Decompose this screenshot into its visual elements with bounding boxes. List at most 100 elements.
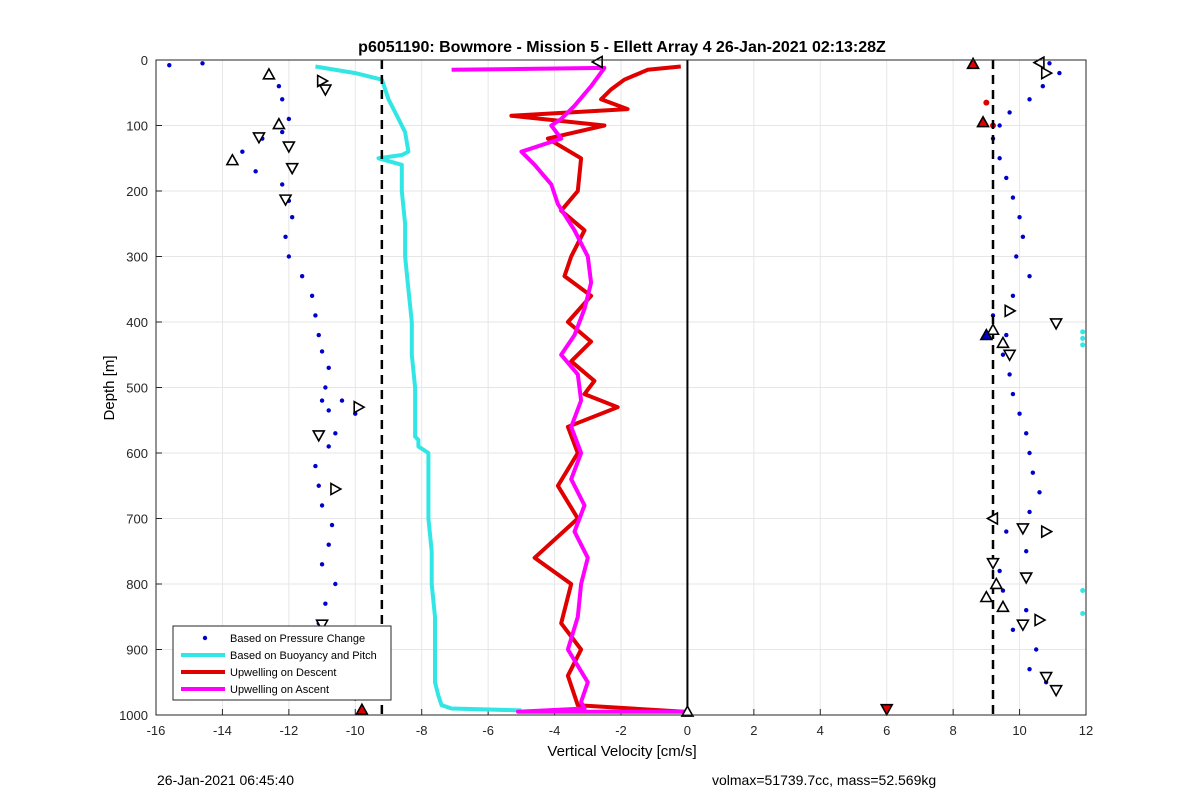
turn-marker xyxy=(278,194,293,207)
footer-info: volmax=51739.7cc, mass=52.569kg xyxy=(712,772,937,788)
x-tick-label: 6 xyxy=(883,723,890,738)
series-line xyxy=(451,65,688,714)
pressure-point xyxy=(1027,97,1032,102)
turn-marker xyxy=(879,703,894,717)
x-tick-label: -12 xyxy=(279,723,298,738)
pressure-point xyxy=(1024,431,1029,436)
y-tick-label: 1000 xyxy=(119,708,148,723)
y-tick-labels: 0 100 200 300 400 500 600 700 800 900 1000 xyxy=(119,53,148,723)
reference-lines xyxy=(380,60,995,715)
x-axis-label: Vertical Velocity [cm/s] xyxy=(547,743,696,760)
pressure-point xyxy=(280,129,285,135)
turn-marker xyxy=(680,704,695,717)
turn-marker xyxy=(225,153,240,166)
series-line xyxy=(509,64,685,714)
turn-marker xyxy=(1016,523,1030,536)
buoyancy-point xyxy=(1080,329,1086,335)
turn-marker xyxy=(330,482,343,496)
pressure-point xyxy=(1010,293,1016,298)
y-tick-label: 300 xyxy=(126,250,148,265)
turn-marker xyxy=(1004,304,1017,318)
pressure-point xyxy=(286,254,292,259)
x-tick-label: -10 xyxy=(346,723,365,738)
turn-marker xyxy=(1040,524,1054,539)
series-line xyxy=(315,64,522,713)
pressure-point xyxy=(283,234,288,240)
pressure-point xyxy=(1027,450,1032,456)
pressure-point xyxy=(253,169,258,174)
pressure-point xyxy=(1027,666,1032,672)
pressure-point xyxy=(1024,608,1029,613)
pressure-point xyxy=(316,332,321,338)
pressure-point xyxy=(1007,110,1012,115)
pressure-point xyxy=(323,601,328,606)
x-tick-label: 4 xyxy=(817,723,824,738)
turn-marker xyxy=(1002,349,1017,362)
pressure-point xyxy=(316,483,321,488)
pressure-point xyxy=(1030,470,1036,475)
pressure-point xyxy=(1017,215,1022,220)
x-tick-label: -2 xyxy=(615,723,627,738)
turn-marker xyxy=(985,511,999,526)
pressure-point xyxy=(326,444,331,449)
y-tick-label: 600 xyxy=(126,446,148,461)
turn-marker xyxy=(252,132,266,145)
pressure-point xyxy=(997,568,1002,574)
y-tick-label: 100 xyxy=(126,119,148,134)
pressure-point xyxy=(1004,529,1009,534)
turn-marker xyxy=(1039,671,1054,685)
turn-marker xyxy=(318,84,333,97)
x-tick-label: 10 xyxy=(1012,723,1026,738)
buoyancy-point xyxy=(1080,335,1086,341)
turn-marker xyxy=(281,141,296,154)
y-tick-label: 500 xyxy=(126,381,148,396)
y-tick-label: 900 xyxy=(126,643,148,658)
buoyancy-point xyxy=(1080,342,1086,348)
plot-frame xyxy=(155,59,1087,716)
pressure-point xyxy=(1020,234,1026,240)
turn-marker xyxy=(315,619,329,632)
pressure-point xyxy=(319,503,325,508)
data-layer xyxy=(167,61,1086,714)
turn-marker xyxy=(966,56,980,70)
turn-marker xyxy=(353,400,366,415)
turn-marker xyxy=(355,702,369,715)
pressure-point xyxy=(289,215,295,220)
x-tick-label: -6 xyxy=(482,723,494,738)
pressure-point xyxy=(1057,70,1062,76)
pressure-point xyxy=(333,581,338,587)
turn-marker xyxy=(1040,66,1054,80)
pressure-point xyxy=(1010,195,1016,200)
pressure-point xyxy=(329,522,335,528)
x-tick-labels: -16 -14 -12 -10 -8 -6 -4 -2 0 2 4 6 8 10 12 xyxy=(147,723,1094,738)
pressure-point xyxy=(1033,647,1039,652)
turn-marker xyxy=(996,335,1010,349)
pressure-point xyxy=(997,123,1002,128)
x-tick-label: -4 xyxy=(549,723,561,738)
turn-marker xyxy=(316,74,330,88)
pressure-point xyxy=(299,273,305,279)
pressure-point xyxy=(339,398,345,403)
pressure-point xyxy=(1027,509,1032,515)
x-tick-label: -16 xyxy=(147,723,166,738)
turn-marker xyxy=(989,576,1004,590)
legend-entry: Upwelling on Ascent xyxy=(230,684,329,696)
pressure-point xyxy=(1037,490,1042,495)
pressure-point xyxy=(1047,61,1052,66)
pressure-point xyxy=(1040,84,1046,89)
pressure-point xyxy=(280,97,285,102)
y-tick-label: 200 xyxy=(126,184,148,199)
legend-swatch xyxy=(202,635,208,641)
pressure-point xyxy=(1000,588,1006,593)
legend-entry: Based on Buoyancy and Pitch xyxy=(230,650,377,662)
turn-marker xyxy=(976,115,990,128)
pressure-point xyxy=(313,463,318,469)
pressure-point xyxy=(326,408,331,413)
pressure-point xyxy=(1010,391,1016,397)
turn-marker xyxy=(1049,684,1063,698)
pressure-point xyxy=(326,365,331,371)
pressure-point xyxy=(276,84,282,89)
y-tick-label: 800 xyxy=(126,577,148,592)
pressure-point xyxy=(323,385,328,390)
